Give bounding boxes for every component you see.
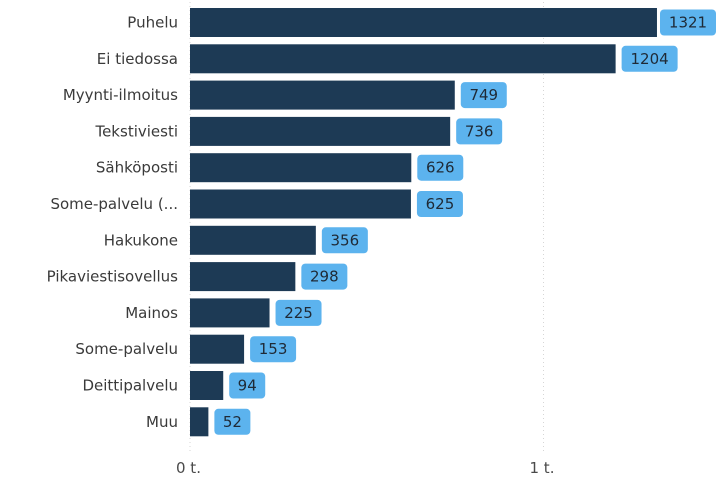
data-label: 1204 (631, 50, 669, 68)
x-tick-label: 0 t. (176, 459, 201, 477)
data-label-box (250, 336, 297, 363)
data-label: 626 (426, 159, 455, 177)
bar[interactable] (190, 116, 451, 146)
category-label: Ei tiedossa (97, 50, 178, 68)
category-label: Hakukone (104, 231, 178, 249)
category-label: Pikaviestisovellus (47, 268, 179, 286)
data-label-box (416, 191, 463, 217)
data-label-box (214, 408, 251, 435)
bar[interactable] (190, 298, 270, 328)
bar[interactable] (190, 262, 296, 292)
data-label: 625 (426, 195, 455, 213)
data-label: 153 (259, 340, 288, 358)
category-label: Sähköposti (96, 159, 178, 177)
category-label: Tekstiviesti (94, 122, 178, 140)
data-label-box (321, 227, 368, 254)
category-label: Mainos (125, 304, 178, 322)
data-label: 94 (238, 377, 257, 395)
bar[interactable] (190, 371, 224, 400)
data-label-box (417, 154, 464, 181)
bar[interactable] (190, 334, 245, 364)
category-label: Some-palvelu (... (50, 195, 178, 213)
bar[interactable] (190, 407, 209, 437)
data-label-box (460, 82, 507, 109)
category-label: Myynti-ilmoitus (63, 86, 178, 104)
category-label: Deittipalvelu (82, 377, 178, 395)
category-label: Muu (146, 413, 178, 431)
data-label-box (456, 118, 503, 145)
category-label: Puhelu (127, 14, 178, 32)
data-label: 736 (465, 122, 494, 140)
data-label: 298 (310, 268, 339, 286)
data-label: 356 (331, 231, 360, 249)
bar[interactable] (190, 80, 455, 110)
data-label-box (229, 372, 266, 399)
bar[interactable] (190, 225, 316, 255)
bar[interactable] (190, 44, 616, 74)
data-label-box (275, 299, 322, 326)
data-label: 225 (284, 304, 313, 322)
bar[interactable] (190, 189, 411, 219)
bar[interactable] (190, 153, 412, 183)
data-label: 749 (469, 86, 498, 104)
x-tick-label: 1 t. (530, 459, 555, 477)
data-label-box (301, 263, 348, 290)
data-label-box (660, 9, 716, 36)
category-label: Some-palvelu (75, 340, 178, 358)
bar[interactable] (190, 8, 657, 37)
data-label: 52 (223, 413, 242, 431)
data-label-box (621, 45, 678, 72)
data-label: 1321 (669, 14, 707, 32)
